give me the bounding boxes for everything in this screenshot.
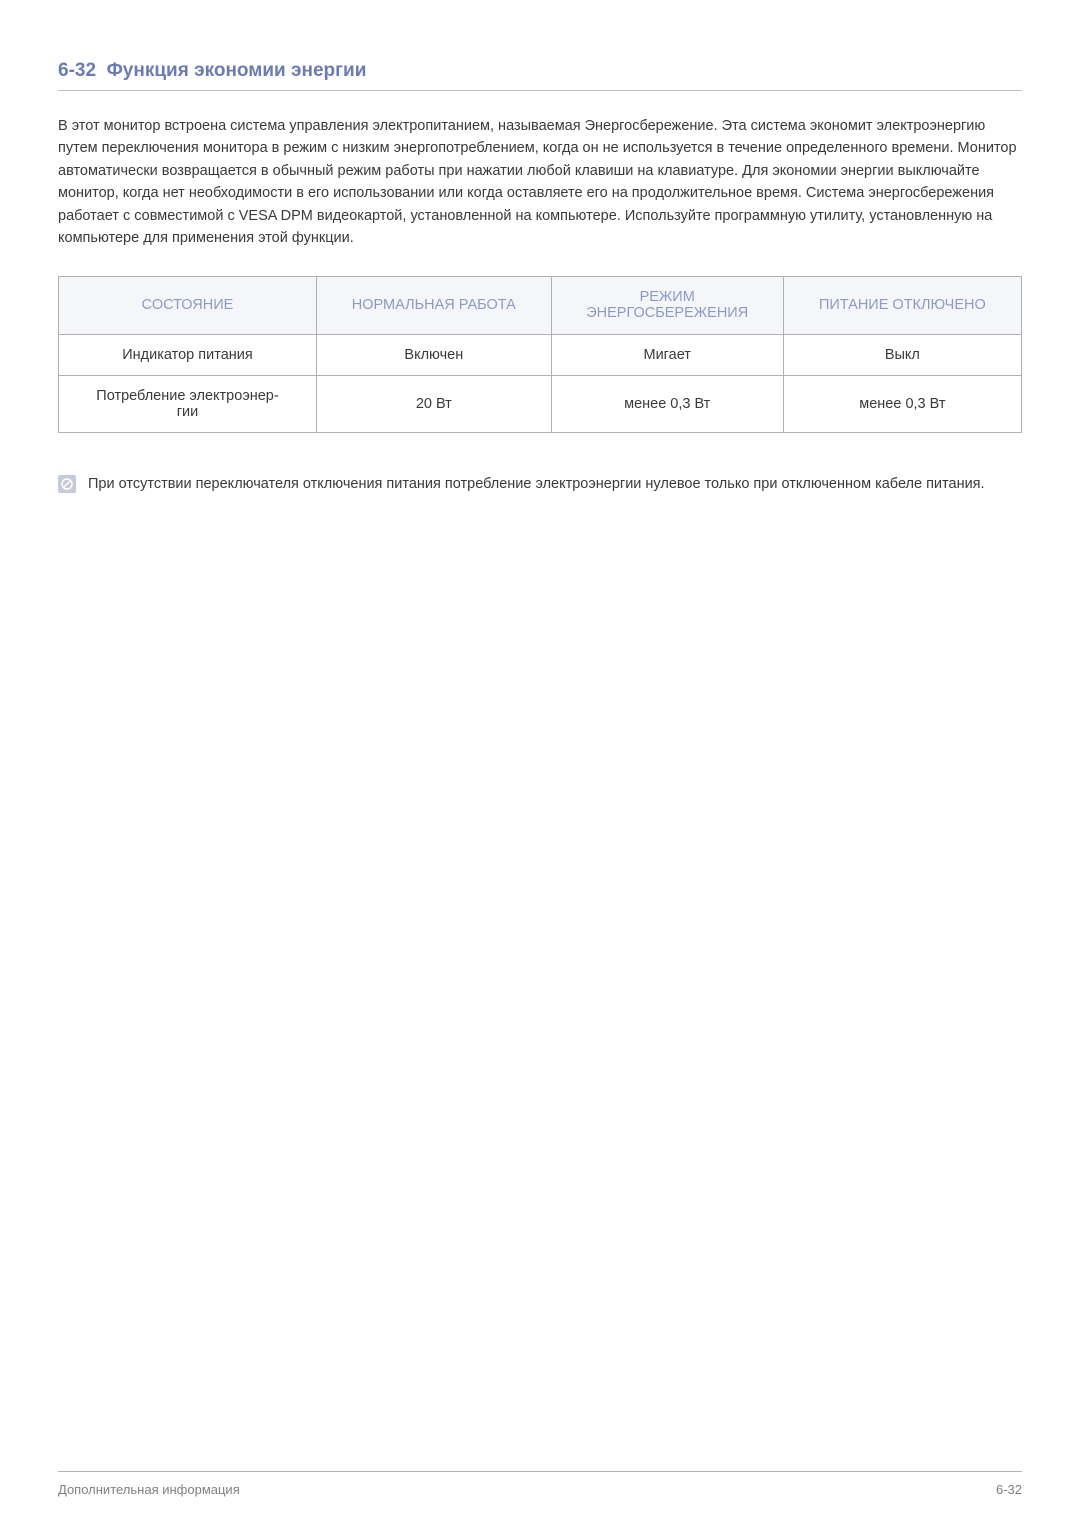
table-cell: Индикатор питания: [59, 334, 317, 375]
note-text: При отсутствии переключателя отключения …: [88, 473, 985, 495]
table-cell: Выкл: [783, 334, 1021, 375]
page-footer: Дополнительная информация 6-32: [58, 1471, 1022, 1497]
footer-right: 6-32: [996, 1482, 1022, 1497]
power-table: СОСТОЯНИЕ НОРМАЛЬНАЯ РАБОТА РЕЖИМЭНЕРГОС…: [58, 276, 1022, 433]
table-cell: Мигает: [551, 334, 783, 375]
table-header: СОСТОЯНИЕ: [59, 276, 317, 334]
table-header: ПИТАНИЕ ОТКЛЮЧЕНО: [783, 276, 1021, 334]
table-row: Потребление электроэнер-гии 20 Вт менее …: [59, 375, 1022, 432]
table-row: Индикатор питания Включен Мигает Выкл: [59, 334, 1022, 375]
footer-left: Дополнительная информация: [58, 1482, 240, 1497]
section-number: 6-32: [58, 60, 96, 81]
table-header: НОРМАЛЬНАЯ РАБОТА: [316, 276, 551, 334]
info-icon: [58, 475, 76, 493]
body-paragraph: В этот монитор встроена система управлен…: [58, 115, 1022, 250]
table-header: РЕЖИМЭНЕРГОСБЕРЕЖЕНИЯ: [551, 276, 783, 334]
section-title-text: Функция экономии энергии: [107, 60, 367, 81]
table-cell: менее 0,3 Вт: [783, 375, 1021, 432]
table-header-row: СОСТОЯНИЕ НОРМАЛЬНАЯ РАБОТА РЕЖИМЭНЕРГОС…: [59, 276, 1022, 334]
table-cell: Потребление электроэнер-гии: [59, 375, 317, 432]
table-cell: менее 0,3 Вт: [551, 375, 783, 432]
section-title: 6-32 Функция экономии энергии: [58, 60, 1022, 91]
table-cell: Включен: [316, 334, 551, 375]
table-cell: 20 Вт: [316, 375, 551, 432]
note-block: При отсутствии переключателя отключения …: [58, 473, 1022, 495]
